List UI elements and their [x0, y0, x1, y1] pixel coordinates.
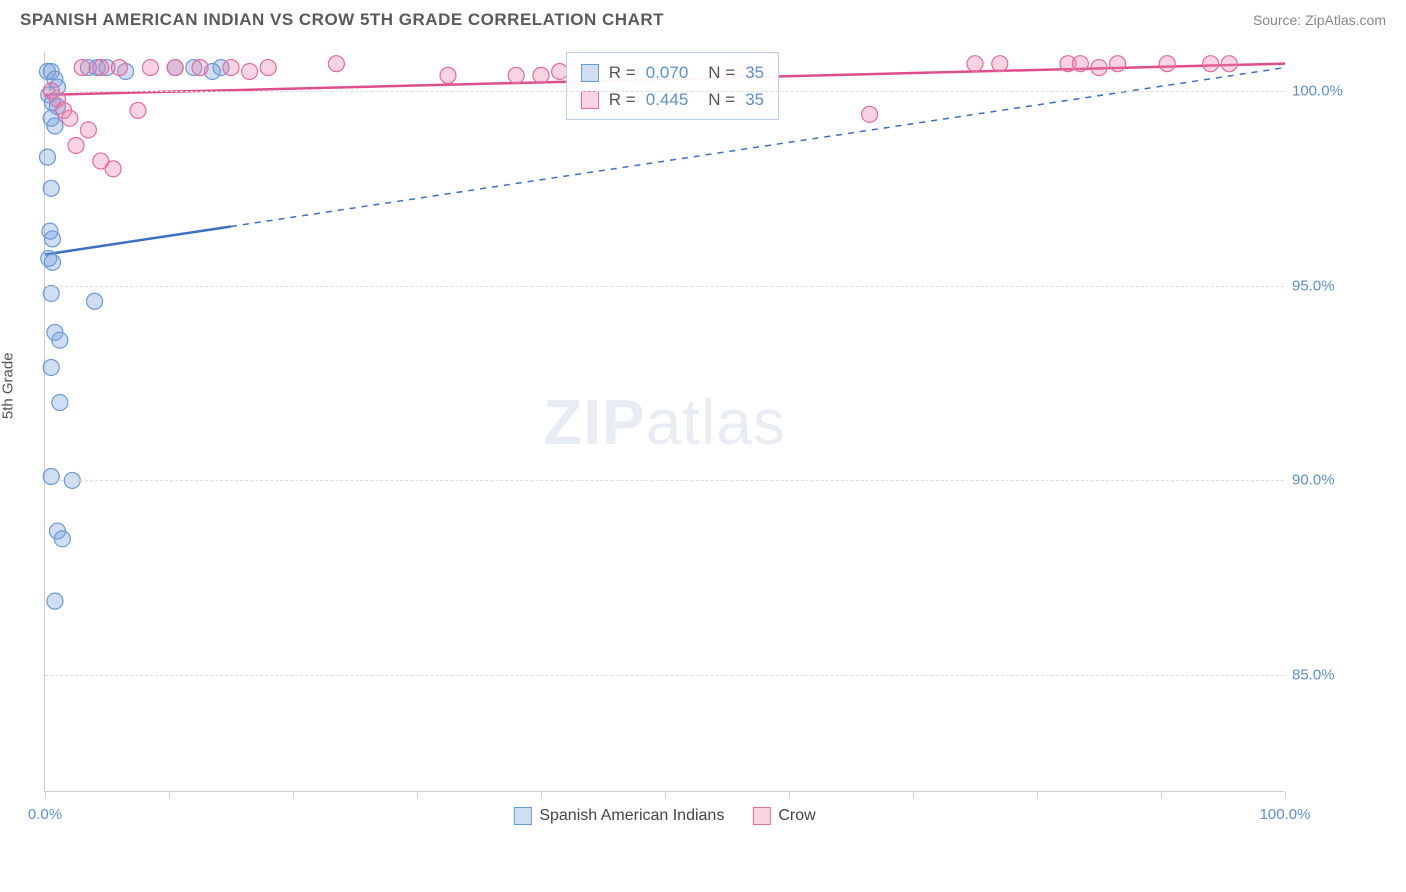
- data-point: [80, 122, 96, 138]
- x-tick-label: 0.0%: [28, 806, 62, 823]
- x-tick: [789, 791, 790, 799]
- x-tick: [1161, 791, 1162, 799]
- legend-swatch: [581, 64, 599, 82]
- stats-legend-box: R = 0.070 N = 35 R = 0.445 N = 35: [566, 52, 779, 120]
- bottom-legend: Spanish American Indians Crow: [513, 807, 815, 825]
- gridline: [45, 480, 1284, 481]
- x-tick: [1037, 791, 1038, 799]
- legend-r-value: 0.070: [646, 59, 689, 86]
- x-tick: [1285, 791, 1286, 799]
- data-point: [1159, 56, 1175, 72]
- gridline: [45, 91, 1284, 92]
- x-tick: [913, 791, 914, 799]
- y-tick-label: 90.0%: [1292, 472, 1362, 489]
- x-tick: [293, 791, 294, 799]
- data-point: [62, 110, 78, 126]
- data-point: [328, 56, 344, 72]
- chart-title: SPANISH AMERICAN INDIAN VS CROW 5TH GRAD…: [20, 10, 664, 30]
- data-point: [44, 254, 60, 270]
- chart-container: 5th Grade ZIPatlas R = 0.070 N = 35 R = …: [0, 34, 1406, 854]
- data-point: [1221, 56, 1237, 72]
- data-point: [43, 180, 59, 196]
- header: SPANISH AMERICAN INDIAN VS CROW 5TH GRAD…: [0, 0, 1406, 34]
- data-point: [1203, 56, 1219, 72]
- x-tick-label: 100.0%: [1260, 806, 1311, 823]
- data-point: [142, 60, 158, 76]
- plot-svg: [45, 52, 1284, 791]
- data-point: [967, 56, 983, 72]
- data-point: [43, 469, 59, 485]
- data-point: [130, 102, 146, 118]
- bottom-legend-item: Crow: [752, 807, 815, 825]
- data-point: [68, 137, 84, 153]
- legend-label: Spanish American Indians: [539, 807, 724, 824]
- data-point: [862, 106, 878, 122]
- x-tick: [541, 791, 542, 799]
- source-attribution: Source: ZipAtlas.com: [1253, 12, 1386, 28]
- stats-legend-row: R = 0.070 N = 35: [581, 59, 764, 86]
- data-point: [74, 60, 90, 76]
- y-tick-label: 100.0%: [1292, 82, 1362, 99]
- data-point: [167, 60, 183, 76]
- data-point: [992, 56, 1008, 72]
- data-point: [508, 67, 524, 83]
- data-point: [93, 60, 109, 76]
- data-point: [223, 60, 239, 76]
- legend-r-label: R =: [609, 59, 636, 86]
- data-point: [54, 531, 70, 547]
- y-tick-label: 85.0%: [1292, 667, 1362, 684]
- data-point: [105, 161, 121, 177]
- x-tick: [169, 791, 170, 799]
- data-point: [43, 359, 59, 375]
- y-tick-label: 95.0%: [1292, 277, 1362, 294]
- data-point: [260, 60, 276, 76]
- data-point: [47, 593, 63, 609]
- data-point: [52, 395, 68, 411]
- x-tick: [45, 791, 46, 799]
- data-point: [44, 231, 60, 247]
- data-point: [47, 118, 63, 134]
- data-point: [39, 149, 55, 165]
- regression-line: [45, 226, 231, 254]
- legend-swatch: [581, 91, 599, 109]
- gridline: [45, 675, 1284, 676]
- data-point: [52, 332, 68, 348]
- legend-n-label: N =: [708, 59, 735, 86]
- data-point: [242, 63, 258, 79]
- data-point: [1072, 56, 1088, 72]
- legend-n-value: 35: [745, 59, 764, 86]
- bottom-legend-item: Spanish American Indians: [513, 807, 724, 825]
- data-point: [440, 67, 456, 83]
- legend-label: Crow: [778, 807, 815, 824]
- gridline: [45, 286, 1284, 287]
- data-point: [1110, 56, 1126, 72]
- legend-swatch: [513, 807, 531, 825]
- data-point: [43, 285, 59, 301]
- data-point: [1091, 60, 1107, 76]
- data-point: [192, 60, 208, 76]
- x-tick: [665, 791, 666, 799]
- y-axis-label: 5th Grade: [0, 352, 17, 419]
- plot-area: ZIPatlas R = 0.070 N = 35 R = 0.445 N = …: [44, 52, 1284, 792]
- x-tick: [417, 791, 418, 799]
- legend-swatch: [752, 807, 770, 825]
- data-point: [87, 293, 103, 309]
- data-point: [111, 60, 127, 76]
- data-point: [533, 67, 549, 83]
